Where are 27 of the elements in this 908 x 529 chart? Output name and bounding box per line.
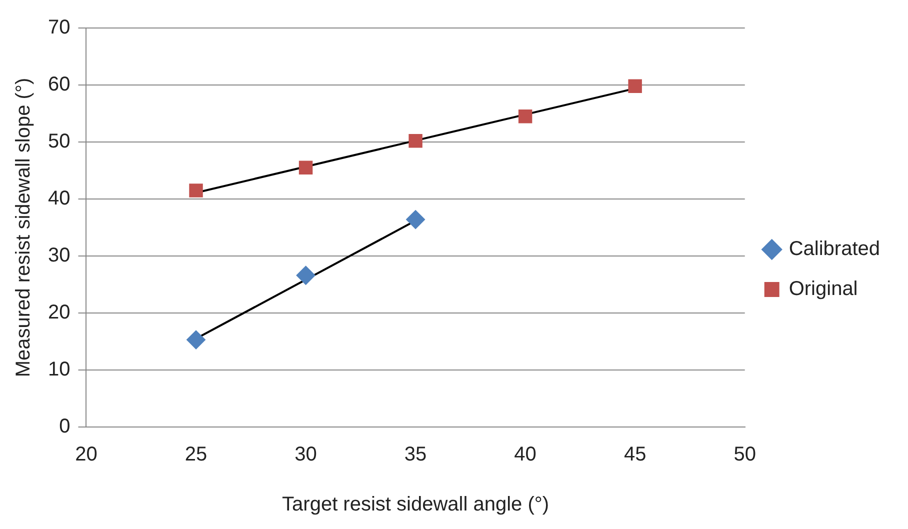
point	[186, 330, 206, 350]
x-tick-label: 20	[75, 444, 98, 466]
x-tick-label: 25	[184, 444, 208, 466]
point	[298, 160, 313, 175]
y-tick-label: 30	[48, 244, 70, 267]
point	[406, 210, 426, 230]
legend-label: Calibrated	[788, 238, 880, 260]
x-tick-label: 50	[734, 444, 756, 466]
y-tick-label: 70	[48, 16, 70, 39]
x-tick-label: 30	[294, 444, 317, 466]
point	[628, 79, 642, 94]
y-tick-label: 60	[48, 74, 70, 96]
y-tick-label: 50	[48, 130, 70, 153]
y-tick-label: 0	[59, 416, 70, 438]
point	[189, 184, 203, 198]
y-tick-label: 20	[48, 302, 70, 324]
point	[518, 109, 532, 124]
x-tick-label: 45	[624, 444, 646, 466]
y-tick-label: 40	[48, 188, 70, 210]
x-tick-label: 40	[514, 444, 536, 466]
y-axis-title: Measured resist sidewall slope (°)	[12, 78, 35, 378]
x-tick-label: 35	[404, 444, 427, 466]
legend-label: Original	[788, 278, 858, 300]
point	[408, 134, 422, 148]
point	[296, 266, 316, 285]
x-axis-title: Target resist sidewall angle (°)	[282, 494, 550, 516]
y-tick-label: 10	[48, 358, 70, 381]
